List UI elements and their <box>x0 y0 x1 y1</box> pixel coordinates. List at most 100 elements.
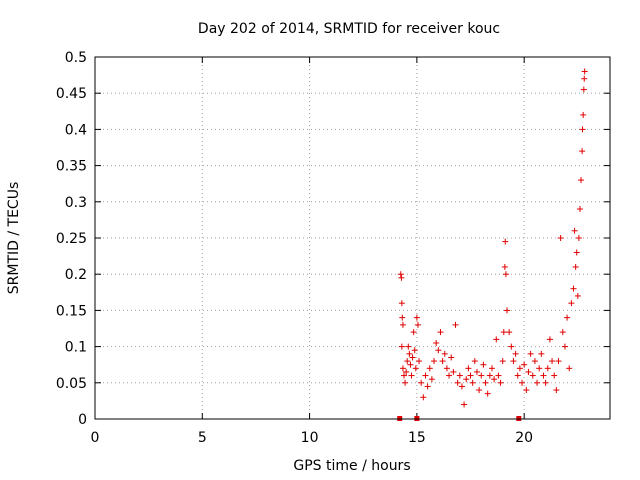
x-axis-label: GPS time / hours <box>293 458 410 474</box>
data-point <box>499 358 506 365</box>
data-point <box>566 365 573 372</box>
data-point <box>478 372 485 379</box>
y-tick-label: 0.3 <box>65 195 87 211</box>
data-point <box>544 365 551 372</box>
y-tick-label: 0.4 <box>65 122 87 138</box>
data-point <box>402 379 409 386</box>
data-point <box>443 365 450 372</box>
data-point <box>564 314 571 321</box>
data-point <box>416 358 423 365</box>
data-point <box>580 86 587 93</box>
plot-frame <box>94 56 611 420</box>
y-tick-labels: 0 0.05 0.1 0.15 0.2 0.25 0.3 0.35 0.4 0.45 0.5 <box>56 50 87 428</box>
data-point <box>448 354 455 361</box>
data-point <box>439 358 446 365</box>
data-point <box>424 383 431 390</box>
data-point <box>410 329 417 336</box>
y-tick-label: 0 <box>78 412 87 428</box>
data-point <box>523 387 530 394</box>
data-point <box>456 372 463 379</box>
data-point <box>433 339 440 346</box>
data-point <box>399 321 406 328</box>
data-point <box>420 394 427 401</box>
data-point <box>571 227 578 234</box>
data-point <box>465 365 472 372</box>
data-point <box>398 343 405 350</box>
data-point <box>408 372 415 379</box>
data-point <box>542 379 549 386</box>
data-point <box>441 350 448 357</box>
data-point <box>497 379 504 386</box>
data-point <box>426 365 433 372</box>
data-point <box>514 372 521 379</box>
data-point <box>493 336 500 343</box>
data-point <box>398 274 405 281</box>
data-point <box>581 75 588 82</box>
data-point <box>540 372 547 379</box>
data-point <box>502 271 509 278</box>
data-point <box>463 376 470 383</box>
data-point <box>437 329 444 336</box>
data-point <box>407 361 414 368</box>
data-point <box>574 292 581 299</box>
y-tick-label: 0.45 <box>56 86 87 102</box>
data-point <box>557 235 564 241</box>
data-point <box>414 321 421 328</box>
y-tick-label: 0.25 <box>56 231 87 247</box>
data-point <box>406 350 413 357</box>
data-point <box>561 343 568 350</box>
data-point <box>399 314 406 321</box>
data-point <box>536 365 543 372</box>
data-point <box>401 372 407 379</box>
data-point <box>516 365 523 372</box>
data-point <box>480 361 487 368</box>
data-point <box>512 350 519 357</box>
data-point <box>491 376 498 383</box>
data-point <box>559 329 566 336</box>
data-point <box>573 249 580 256</box>
data-point <box>568 300 575 307</box>
x-tick-label: 20 <box>515 430 533 446</box>
data-point <box>476 387 483 394</box>
y-tick-label: 0.15 <box>56 303 87 319</box>
data-point <box>404 358 411 365</box>
data-point <box>529 372 536 379</box>
data-point <box>546 336 553 343</box>
data-point <box>538 350 545 357</box>
data-point <box>508 343 515 350</box>
data-point <box>500 329 507 336</box>
data-point <box>502 238 509 245</box>
data-point <box>519 379 526 386</box>
data-point <box>501 263 508 270</box>
data-point <box>581 68 588 75</box>
data-point <box>458 383 465 390</box>
grid <box>95 57 610 419</box>
x-tick-label: 5 <box>198 430 207 446</box>
chart-title: Day 202 of 2014, SRMTID for receiver kou… <box>198 21 500 37</box>
data-point <box>422 372 429 379</box>
data-point <box>467 372 474 379</box>
data-point <box>572 263 579 270</box>
y-tick-label: 0.35 <box>56 159 87 175</box>
data-point <box>403 368 410 375</box>
data-points <box>397 68 588 408</box>
data-point <box>506 329 513 336</box>
data-point <box>471 358 478 365</box>
data-point <box>398 300 405 307</box>
data-point <box>534 379 541 386</box>
data-point <box>431 358 438 365</box>
x-tick-labels: 0 5 10 15 20 <box>91 430 534 446</box>
data-point <box>484 390 491 397</box>
data-point <box>578 177 585 184</box>
data-point <box>486 372 493 379</box>
y-tick-label: 0.1 <box>65 340 87 356</box>
data-point <box>428 376 435 383</box>
x-tick-label: 15 <box>408 430 426 446</box>
data-point <box>525 368 532 375</box>
data-point <box>555 358 562 365</box>
data-point <box>527 350 534 357</box>
y-tick-label: 0.2 <box>65 267 87 283</box>
data-point <box>412 365 419 372</box>
data-point <box>504 307 510 314</box>
